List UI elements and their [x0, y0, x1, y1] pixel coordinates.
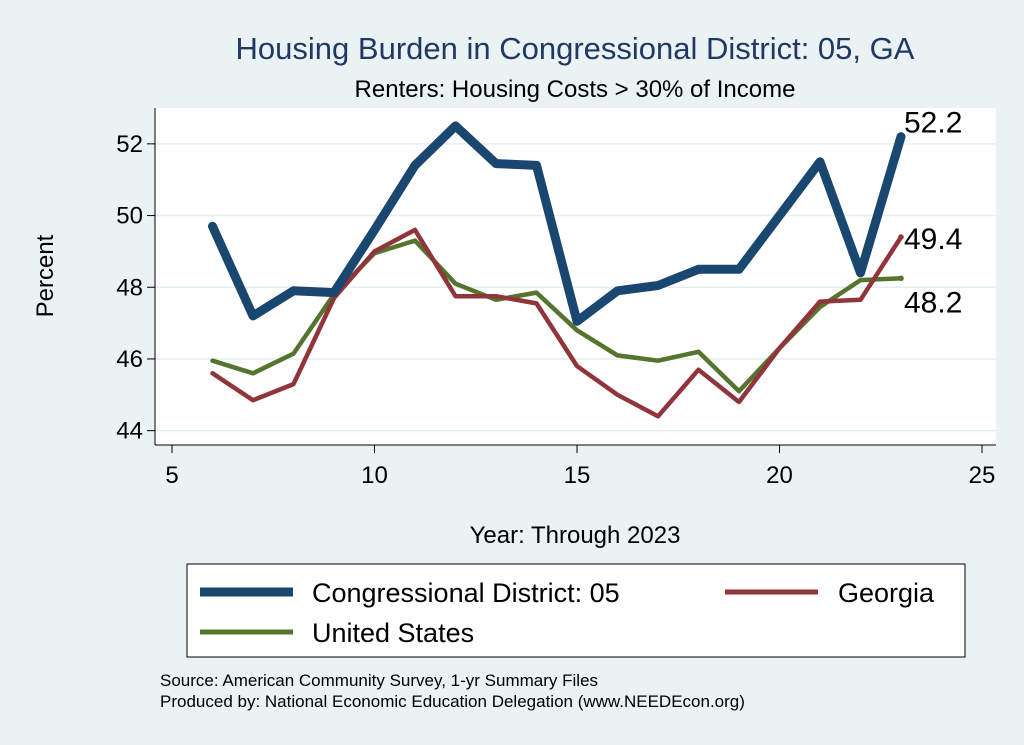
end-label-1: 49.4 [904, 223, 962, 256]
x-axis-label: Year: Through 2023 [470, 522, 681, 549]
series-endpoint-1 [898, 234, 904, 240]
y-tick-label: 44 [116, 418, 143, 445]
chart-subtitle: Renters: Housing Costs > 30% of Income [355, 76, 796, 103]
y-tick-label: 50 [116, 203, 143, 230]
end-labels: 52.2 49.4 48.2 [904, 107, 962, 320]
legend-label-district: Congressional District: 05 [312, 578, 620, 608]
y-tick-label: 46 [116, 346, 143, 373]
series-endpoint-0 [898, 133, 904, 140]
y-tick-label: 52 [116, 131, 143, 158]
end-label-2: 48.2 [904, 286, 962, 319]
x-tick-label: 10 [361, 462, 388, 489]
end-label-0: 52.2 [904, 107, 962, 140]
series-line-1 [210, 227, 904, 419]
legend-label-us: United States [312, 618, 474, 648]
x-tick-label: 25 [969, 462, 996, 489]
legend-box [186, 563, 966, 658]
axes: 44 46 48 50 52 5 10 15 20 25 [116, 108, 996, 489]
x-tick-label: 5 [165, 462, 178, 489]
y-tick-label: 48 [116, 274, 143, 301]
x-tick-label: 15 [564, 462, 591, 489]
producer-line: Produced by: National Economic Education… [160, 692, 745, 711]
legend: Congressional District: 05 Georgia Unite… [186, 563, 966, 658]
series-group [208, 121, 906, 419]
series-endpoint-2 [898, 275, 904, 282]
series-line-0 [208, 121, 906, 326]
source-line: Source: American Community Survey, 1-yr … [160, 671, 598, 690]
chart-title: Housing Burden in Congressional District… [236, 31, 915, 66]
legend-label-georgia: Georgia [838, 578, 935, 608]
x-tick-label: 20 [766, 462, 793, 489]
plot-area [155, 108, 996, 445]
y-axis-label: Percent [32, 234, 59, 317]
